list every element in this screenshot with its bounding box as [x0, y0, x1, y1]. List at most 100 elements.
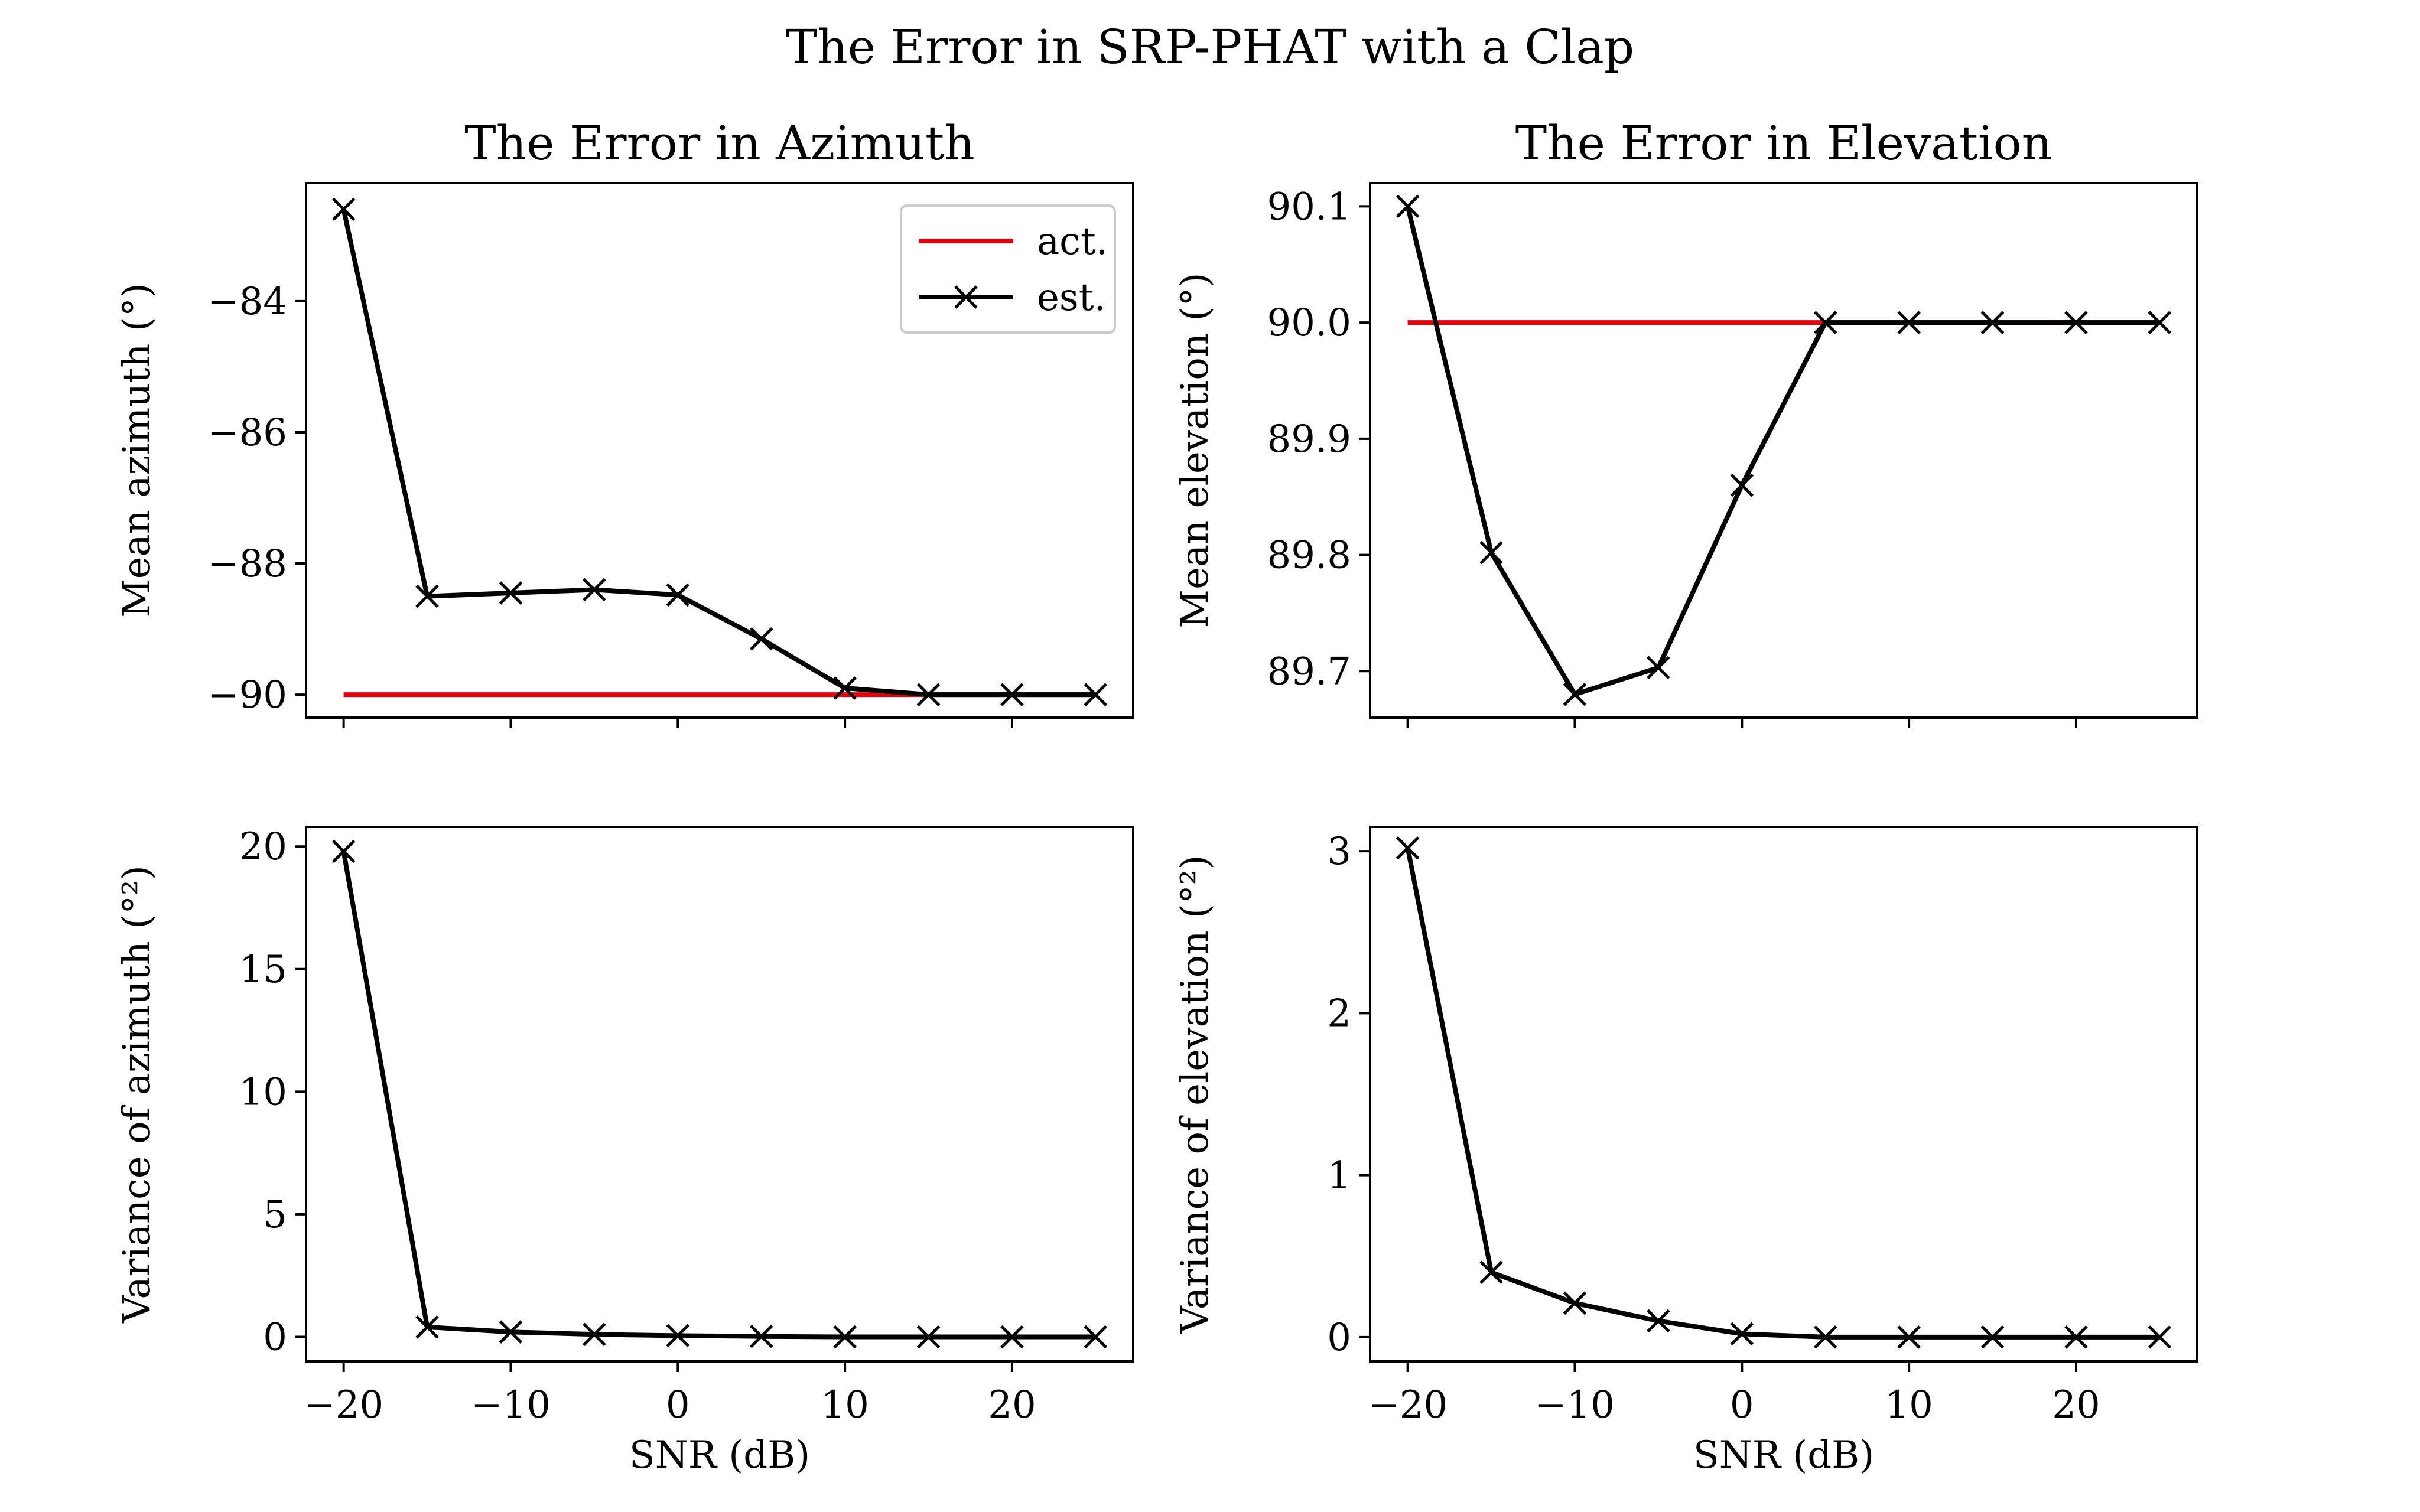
data-point-marker: [1000, 683, 1024, 706]
x-axis-label: SNR (dB): [1693, 1433, 1874, 1477]
marker-stroke: [2148, 1325, 2172, 1349]
data-point-marker: [666, 1324, 690, 1348]
y-tick-label: 15: [239, 948, 287, 992]
data-point-marker: [1396, 194, 1420, 219]
data-point-marker: [1813, 1325, 1837, 1349]
marker-stroke: [583, 1322, 606, 1347]
axes-frame: [1369, 182, 2198, 719]
marker-stroke: [666, 1324, 690, 1348]
x-tick-label: −20: [304, 1383, 383, 1427]
y-axis-label: Variance of elevation (°²): [1173, 855, 1217, 1334]
data-point-marker: [916, 1325, 941, 1349]
y-tick-label: −88: [207, 542, 287, 586]
data-point-marker: [1730, 473, 1754, 497]
marker-stroke: [1000, 1325, 1024, 1349]
marker-stroke: [1813, 1325, 1837, 1349]
marker-stroke: [2148, 311, 2172, 334]
data-point-marker: [1647, 1309, 1670, 1333]
y-tick-label: 10: [239, 1070, 287, 1114]
marker-stroke: [331, 839, 356, 863]
marker-stroke: [1647, 656, 1670, 680]
y-tick-label: 0: [263, 1315, 287, 1359]
y-axis-label: Mean elevation (°): [1173, 273, 1217, 628]
y-tick-label: 20: [239, 825, 287, 869]
subplot-1: The Error in Azimuth −84 −86 −88 −90 Mean azi…: [115, 116, 1134, 728]
data-point-marker: [1813, 311, 1837, 334]
series-line-est: [341, 850, 1096, 1340]
subplot-title: The Error in Elevation: [1515, 116, 2053, 171]
marker-stroke: [499, 1320, 523, 1344]
x-tick-label: 10: [821, 1383, 869, 1427]
x-axis-label: SNR (dB): [629, 1433, 810, 1477]
series-line-est: [1405, 847, 2160, 1340]
legend: act. est.: [900, 204, 1116, 334]
x-tick-label: 10: [1885, 1383, 1933, 1427]
marker-stroke: [2064, 1325, 2088, 1349]
marker-stroke: [1396, 194, 1420, 219]
marker-stroke: [1000, 683, 1024, 706]
data-point-marker: [1563, 1291, 1587, 1315]
marker-stroke: [666, 583, 690, 607]
legend-label-act: act.: [1037, 220, 1108, 263]
data-point-marker: [415, 1315, 439, 1339]
y-tick-label: −90: [207, 673, 287, 717]
marker-stroke: [1084, 683, 1108, 706]
x-tick-label: −10: [471, 1383, 551, 1427]
data-point-marker: [1897, 311, 1921, 334]
marker-stroke: [1396, 836, 1420, 860]
data-point-marker: [1479, 1260, 1503, 1284]
data-point-marker: [499, 581, 523, 605]
marker-stroke: [499, 581, 523, 605]
y-tick-label: 89.8: [1267, 534, 1352, 578]
marker-stroke: [1813, 311, 1837, 334]
subplot-4: −20 −10 0 10 20 0 1 2 3 Variance of elevation (°²…: [1173, 826, 2198, 1477]
y-tick-label: −84: [207, 280, 287, 324]
data-point-marker: [1084, 683, 1108, 706]
data-point-marker: [1396, 836, 1420, 860]
data-point-marker: [2064, 1325, 2088, 1349]
marker-stroke: [1563, 682, 1587, 706]
figure-suptitle: The Error in SRP-PHAT with a Clap: [786, 19, 1634, 74]
legend-label-est: est.: [1037, 276, 1106, 320]
x-tick-label: 20: [2052, 1383, 2100, 1427]
x-tick-label: 20: [988, 1383, 1036, 1427]
data-point-marker: [666, 583, 690, 607]
subplot-grid: The Error in Azimuth −84 −86 −88 −90 Mean azi…: [115, 116, 2198, 1477]
axes-frame: [305, 182, 1134, 719]
marker-stroke: [833, 1325, 857, 1349]
data-point-marker: [499, 1320, 523, 1344]
marker-stroke: [916, 1325, 941, 1349]
data-point-marker: [331, 197, 356, 221]
marker-stroke: [1647, 1309, 1670, 1333]
data-point-marker: [749, 627, 773, 651]
axes-frame: [305, 826, 1134, 1363]
marker-stroke: [1980, 311, 2005, 334]
axes-frame: [1369, 826, 2198, 1363]
marker-stroke: [1980, 1325, 2005, 1349]
data-point-marker: [1479, 540, 1503, 565]
y-tick-label: 3: [1327, 830, 1351, 874]
data-point-marker: [1980, 1325, 2005, 1349]
marker-stroke: [1897, 1325, 1921, 1349]
marker-stroke: [1479, 1260, 1503, 1284]
data-point-marker: [749, 1324, 773, 1348]
marker-stroke: [1479, 540, 1503, 565]
legend-marker-stroke: [954, 285, 978, 309]
data-point-marker: [2148, 311, 2172, 334]
marker-stroke: [833, 676, 857, 700]
data-point-marker: [1647, 656, 1670, 680]
marker-stroke: [749, 1324, 773, 1348]
marker-stroke: [583, 578, 606, 602]
data-point-marker: [415, 584, 439, 608]
subplot-3: −20 −10 0 10 20 0 5 10 15 20 Variance of azimuth (…: [115, 825, 1134, 1477]
y-axis-label: Variance of azimuth (°²): [115, 865, 159, 1324]
data-point-marker: [1563, 682, 1587, 706]
marker-stroke: [1897, 311, 1921, 334]
series-line-est: [1405, 206, 2160, 697]
data-point-marker: [1897, 1325, 1921, 1349]
y-tick-label: 89.9: [1267, 418, 1352, 461]
y-tick-label: 5: [263, 1193, 287, 1237]
legend-box: [900, 204, 1116, 334]
y-tick-label: 90.1: [1267, 185, 1352, 229]
